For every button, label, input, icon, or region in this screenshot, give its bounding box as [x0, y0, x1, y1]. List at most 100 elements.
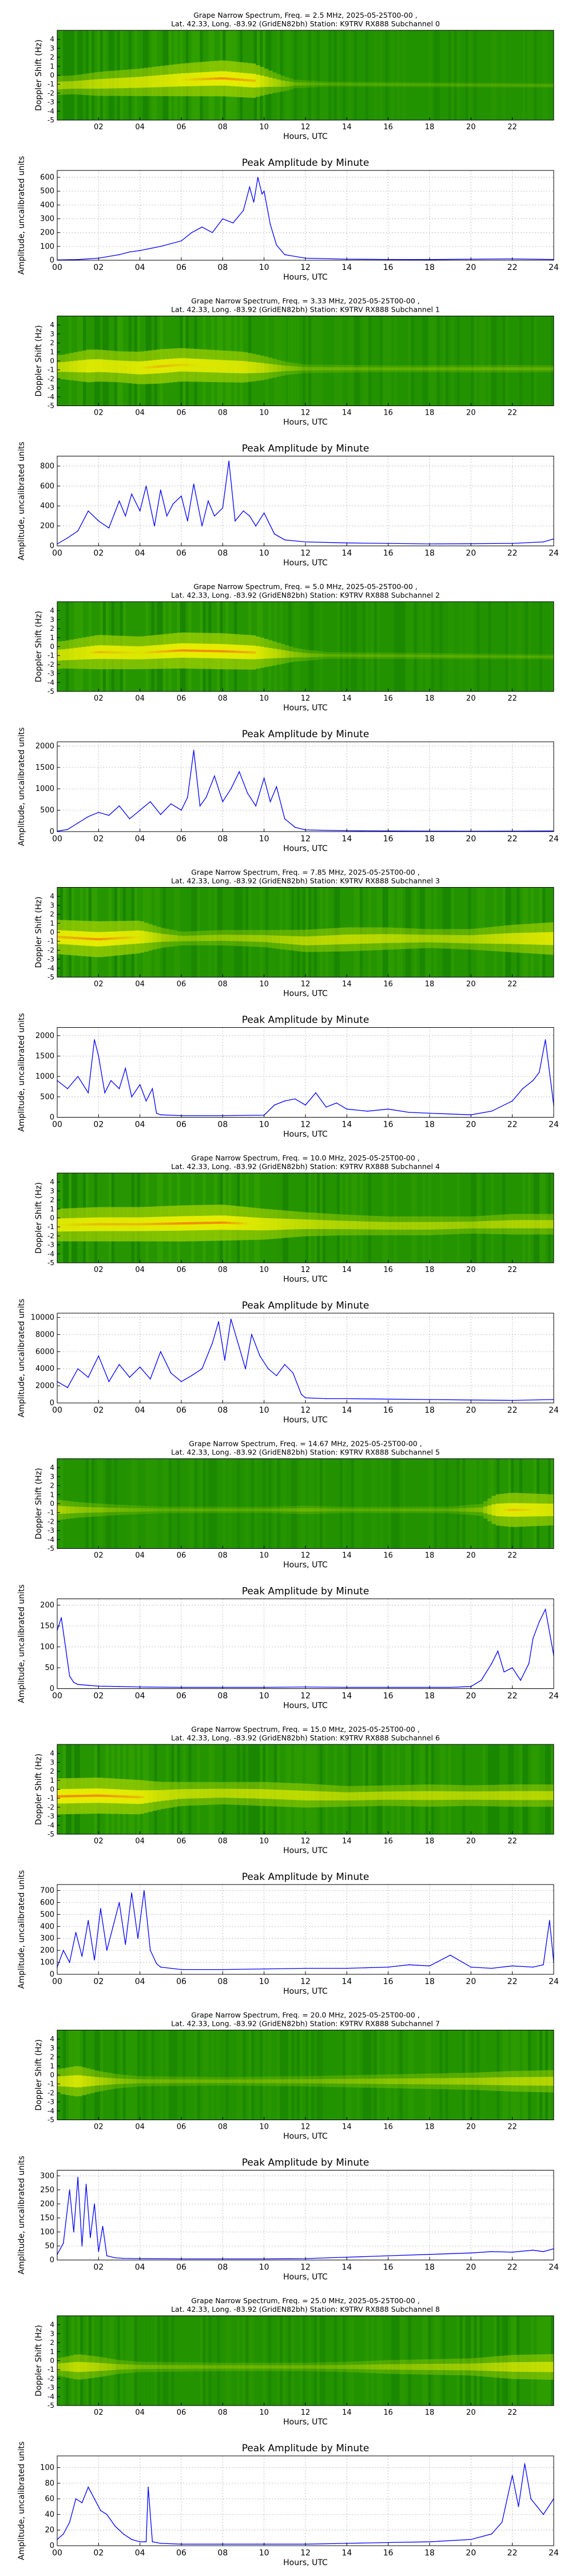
spectrogram-band-inner: [326, 1221, 331, 1229]
spectrogram-column: [448, 602, 451, 691]
amplitude-point: [214, 515, 215, 516]
spectrogram-band-inner: [231, 2365, 236, 2368]
amplitude-xtick-label: 06: [176, 1692, 186, 1701]
spectrogram-band-inner: [285, 2080, 289, 2084]
panel-4: Grape Narrow Spectrum, Freq. = 10.0 MHz,…: [17, 1154, 559, 1425]
spectrogram-xtick-label: 22: [507, 409, 517, 418]
amplitude-ytick-label: 700: [40, 1886, 54, 1895]
amplitude-point: [125, 1944, 126, 1945]
spectrogram-column: [348, 316, 351, 406]
amplitude-point: [146, 1100, 147, 1102]
spectrogram-band-peak: [136, 936, 140, 938]
spectrogram-column: [251, 1459, 254, 1549]
spectrogram-column: [197, 2030, 200, 2120]
spectrogram-column: [522, 316, 525, 406]
spectrogram-band-inner: [148, 932, 153, 943]
amplitude-point: [276, 1375, 277, 1376]
spectrogram-column: [417, 316, 420, 406]
spectrogram-column: [202, 2030, 205, 2120]
spectrogram-column: [545, 316, 548, 406]
amplitude-point: [109, 1381, 110, 1382]
amplitude-point: [257, 177, 259, 178]
spectrogram-column: [277, 1459, 280, 1549]
spectrogram-column: [317, 2030, 320, 2120]
spectrogram-column: [434, 1459, 436, 1549]
spectrogram-band-inner: [351, 935, 356, 944]
spectrogram-column: [317, 2316, 320, 2406]
amplitude-point: [301, 1394, 302, 1395]
spectrogram-band-inner: [521, 367, 525, 370]
spectrogram-ytick-label: -5: [47, 687, 54, 695]
spectrogram-column: [245, 2030, 248, 2120]
spectrogram-column: [445, 316, 448, 406]
amplitude-xtick-label: 18: [424, 1977, 435, 1986]
spectrogram-column: [185, 1459, 188, 1549]
spectrogram-column: [388, 1459, 391, 1549]
spectrogram-column: [243, 1459, 245, 1549]
spectrogram-band-inner: [492, 1221, 496, 1228]
spectrogram-band-inner: [244, 2365, 248, 2368]
spectrogram-band-inner: [422, 84, 426, 85]
spectrogram-band-peak: [128, 651, 132, 654]
spectrogram-band-peak: [189, 364, 194, 366]
spectrogram-column: [531, 30, 534, 120]
spectrogram-band-inner: [132, 77, 136, 88]
spectrogram-band-inner: [417, 2364, 422, 2370]
spectrogram-band-peak: [70, 1795, 74, 1797]
spectrogram-band-inner: [157, 2080, 161, 2084]
spectrogram-band-inner: [94, 1507, 99, 1512]
spectrogram-column: [345, 2030, 348, 2120]
spectrogram-column: [126, 1459, 129, 1549]
spectrogram-column: [288, 2030, 291, 2120]
spectrogram-band-inner: [363, 654, 368, 657]
spectrogram-band-inner: [148, 2079, 153, 2083]
spectrogram-band-inner: [256, 75, 260, 88]
amplitude-point: [73, 2232, 74, 2233]
spectrogram-column: [202, 1459, 205, 1549]
spectrogram-column: [334, 2316, 337, 2406]
spectrogram-ytick-label: -3: [47, 2098, 54, 2106]
amplitude-point: [388, 1967, 389, 1968]
spectrogram-band-inner: [541, 1791, 546, 1800]
spectrogram-xtick-label: 22: [507, 1837, 517, 1846]
spectrogram-band-inner: [546, 656, 550, 658]
spectrogram-column: [442, 30, 445, 120]
spectrogram-band-inner: [405, 1509, 410, 1512]
spectrogram-band-peak: [132, 1223, 136, 1225]
spectrogram-band-inner: [546, 85, 550, 86]
spectrogram-ytick-label: 3: [50, 1187, 54, 1195]
spectrogram-column: [414, 30, 417, 120]
spectrogram-band-inner: [189, 1789, 194, 1799]
spectrogram-xtick-label: 04: [135, 1266, 145, 1274]
spectrogram-column: [454, 30, 456, 120]
spectrogram-band-inner: [198, 2365, 202, 2368]
spectrogram-band-peak: [74, 937, 78, 939]
spectrogram-column: [482, 316, 485, 406]
spectrogram-band-inner: [111, 78, 116, 89]
spectrogram-band-inner: [504, 1221, 509, 1229]
spectrogram-column: [354, 1459, 357, 1549]
spectrogram-column: [371, 2316, 374, 2406]
spectrogram-band-inner: [227, 2365, 232, 2368]
spectrogram-band-inner: [388, 1791, 393, 1799]
spectrogram-band-inner: [513, 933, 517, 944]
spectrogram-band-inner: [98, 2363, 103, 2371]
spectrogram-band-inner: [111, 360, 116, 373]
spectrogram-band-inner: [318, 367, 323, 371]
amplitude-xtick-label: 18: [424, 549, 435, 558]
spectrogram-column: [403, 1459, 406, 1549]
amplitude-ytick-label: 400: [40, 201, 54, 209]
spectrogram-band-peak: [140, 367, 145, 369]
amplitude-xtick-label: 18: [424, 1406, 435, 1415]
spectrogram-band-peak: [157, 365, 161, 368]
spectrogram-band-inner: [322, 654, 327, 657]
spectrogram-title-line1: Grape Narrow Spectrum, Freq. = 10.0 MHz,…: [191, 1154, 419, 1162]
spectrogram-band-peak: [181, 1222, 186, 1225]
spectrogram-ytick-label: -3: [47, 955, 54, 963]
spectrogram-band-inner: [392, 2078, 397, 2084]
spectrogram-column: [308, 30, 311, 120]
spectrogram-band-inner: [173, 2080, 178, 2084]
amplitude-ytick-label: 400: [40, 1922, 54, 1931]
spectrogram-title-line1: Grape Narrow Spectrum, Freq. = 5.0 MHz, …: [193, 582, 418, 591]
amplitude-point: [154, 526, 155, 527]
